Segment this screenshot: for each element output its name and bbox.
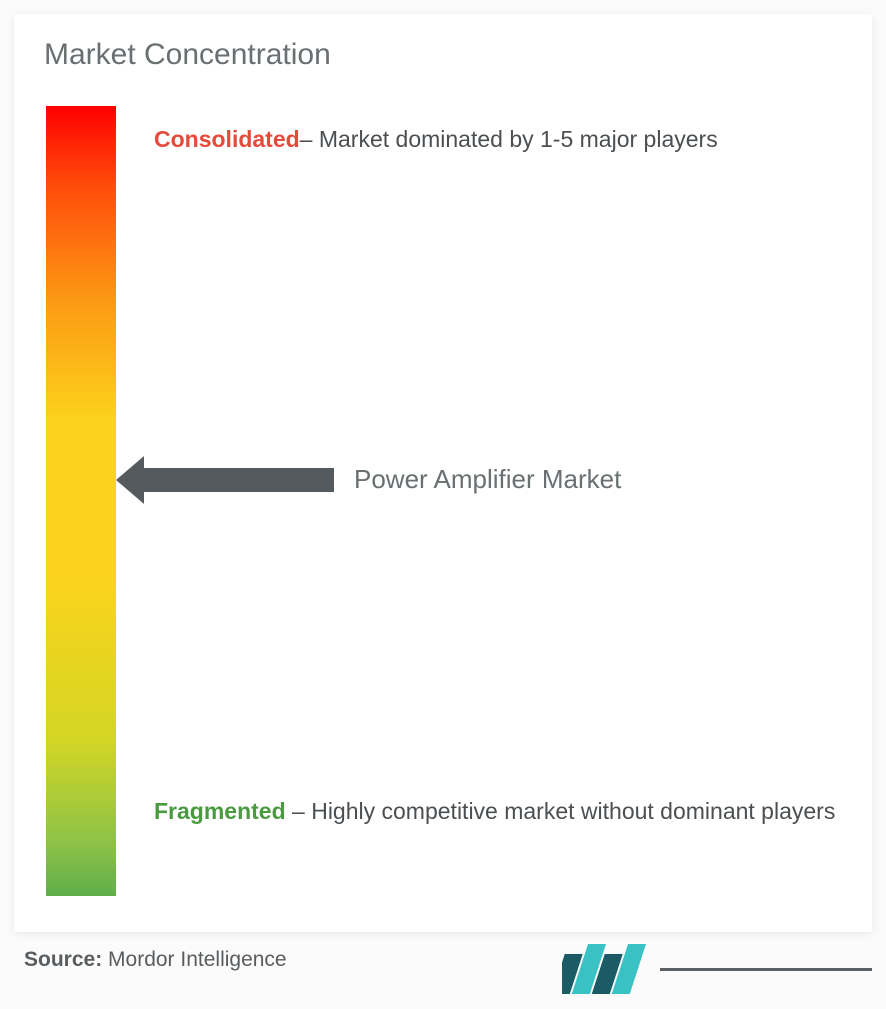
source-prefix: Source: [24, 948, 102, 971]
consolidated-term: Consolidated [154, 126, 300, 152]
source-name: Mordor Intelligence [102, 948, 286, 971]
fragmented-rest: – Highly competitive market without domi… [286, 798, 836, 824]
chart-title: Market Concentration [44, 38, 331, 72]
fragmented-term: Fragmented [154, 798, 286, 824]
consolidated-rest: – Market dominated by 1-5 major players [300, 126, 718, 152]
pointer-row: Power Amplifier Market [144, 464, 621, 495]
pointer-label: Power Amplifier Market [354, 464, 621, 495]
mordor-logo-icon [562, 944, 658, 994]
fragmented-description: Fragmented – Highly competitive market w… [154, 784, 842, 839]
concentration-gradient-bar [46, 106, 116, 896]
footer-divider [660, 968, 872, 971]
consolidated-description: Consolidated– Market dominated by 1-5 ma… [154, 112, 842, 167]
content-card: Market Concentration Consolidated– Marke… [14, 14, 872, 932]
arrow-left-icon [144, 468, 334, 492]
source-line: Source: Mordor Intelligence [24, 948, 287, 972]
